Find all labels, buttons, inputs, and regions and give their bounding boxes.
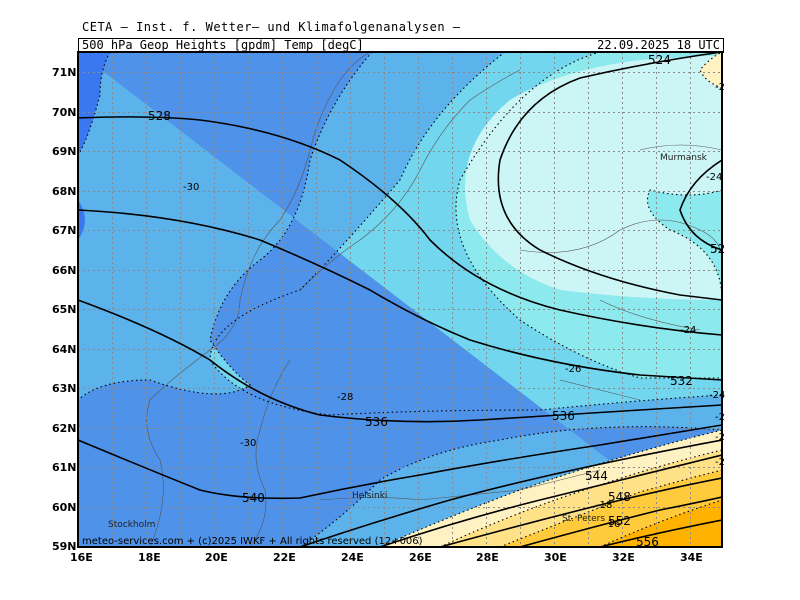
lat-label: 69N xyxy=(52,145,77,158)
height-label-544: 544 xyxy=(585,469,608,483)
height-label-524: 524 xyxy=(648,53,671,67)
place-st-peters: St. Peters xyxy=(562,514,605,524)
valid-time: 22.09.2025 18 UTC xyxy=(597,38,720,52)
lat-label: 61N xyxy=(52,461,77,474)
source-title: CETA — Inst. f. Wetter— und Klimafolgena… xyxy=(82,20,461,34)
lon-label: 28E xyxy=(476,551,499,564)
temp-label-minus16: -16 xyxy=(604,519,620,530)
lat-label: 70N xyxy=(52,106,77,119)
lat-label: 68N xyxy=(52,185,77,198)
height-label-532: 532 xyxy=(670,374,693,388)
height-label-528: 528 xyxy=(148,109,171,123)
lat-label: 64N xyxy=(52,343,77,356)
lat-label: 67N xyxy=(52,224,77,237)
lon-label: 24E xyxy=(341,551,364,564)
place-murmansk: Murmansk xyxy=(660,153,708,163)
place-labels: Murmansk Helsinki Stockholm St. Peters xyxy=(108,153,708,530)
lon-label: 16E xyxy=(70,551,93,564)
product-title: 500 hPa Geop Heights [gpdm] Temp [degC] xyxy=(82,38,364,52)
height-label-548: 548 xyxy=(608,490,631,504)
lon-label: 22E xyxy=(273,551,296,564)
lat-label: 60N xyxy=(52,501,77,514)
lon-label: 26E xyxy=(409,551,432,564)
plot-frame xyxy=(77,51,723,548)
temp-label-minus2-d: -2 xyxy=(715,457,725,468)
temp-label-minus18: -18 xyxy=(596,500,612,511)
lon-label: 20E xyxy=(205,551,228,564)
fill-minus22-20 xyxy=(465,52,722,300)
height-label-536: 536 xyxy=(365,415,388,429)
height-labels: 528 536 536 540 532 524 544 548 552 556 … xyxy=(148,53,725,549)
temp-label-minus30-south: -30 xyxy=(240,438,256,449)
fill-warm4 xyxy=(600,500,722,547)
graticule xyxy=(78,52,722,547)
temp-label-minus24-east: -24 xyxy=(709,390,725,401)
place-stockholm: Stockholm xyxy=(108,520,155,530)
lon-axis: 16E 18E 20E 22E 24E 26E 28E 30E 32E 34E xyxy=(70,551,703,564)
coastlines xyxy=(146,52,722,547)
lat-label: 62N xyxy=(52,422,77,435)
fill-lt-minus30 xyxy=(78,52,110,155)
credit-text: meteo-services.com + (c)2025 IWKF + All … xyxy=(82,536,423,547)
lat-label: 59N xyxy=(52,540,77,553)
temp-label-minus24: -24 xyxy=(680,325,696,336)
temp-label-minus28: -28 xyxy=(337,392,353,403)
header-box xyxy=(78,38,724,53)
lon-label: 32E xyxy=(612,551,635,564)
temp-label-minus2-a: -2 xyxy=(715,82,725,93)
temp-label-minus30: -30 xyxy=(183,182,199,193)
fill-warm1 xyxy=(700,52,722,88)
height-label-556: 556 xyxy=(636,535,659,549)
temp-label-minus26: -26 xyxy=(565,364,581,375)
lat-label: 65N xyxy=(52,303,77,316)
geopotential-contours xyxy=(78,52,722,547)
height-label-540: 540 xyxy=(242,491,265,505)
temp-labels: -30 -28 -30 -26 -24 -24 -24 -18 -16 -2 -… xyxy=(183,82,725,530)
fill-minus30-28 xyxy=(78,52,722,547)
temp-label-minus2-c: -2 xyxy=(715,432,725,443)
place-helsinki: Helsinki xyxy=(352,491,387,501)
lon-label: 18E xyxy=(138,551,161,564)
lat-axis: 71N 70N 69N 68N 67N 66N 65N 64N 63N 62N … xyxy=(52,66,77,553)
lon-label: 30E xyxy=(544,551,567,564)
height-label-552: 552 xyxy=(608,514,631,528)
height-label-536-east: 536 xyxy=(552,409,575,423)
lat-label: 66N xyxy=(52,264,77,277)
temp-label-minus2-b: -2 xyxy=(715,412,725,423)
lon-label: 34E xyxy=(680,551,703,564)
lat-label: 63N xyxy=(52,382,77,395)
temp-label-minus24-north: -24 xyxy=(706,172,722,183)
lat-label: 71N xyxy=(52,66,77,79)
temperature-fill xyxy=(78,52,722,547)
